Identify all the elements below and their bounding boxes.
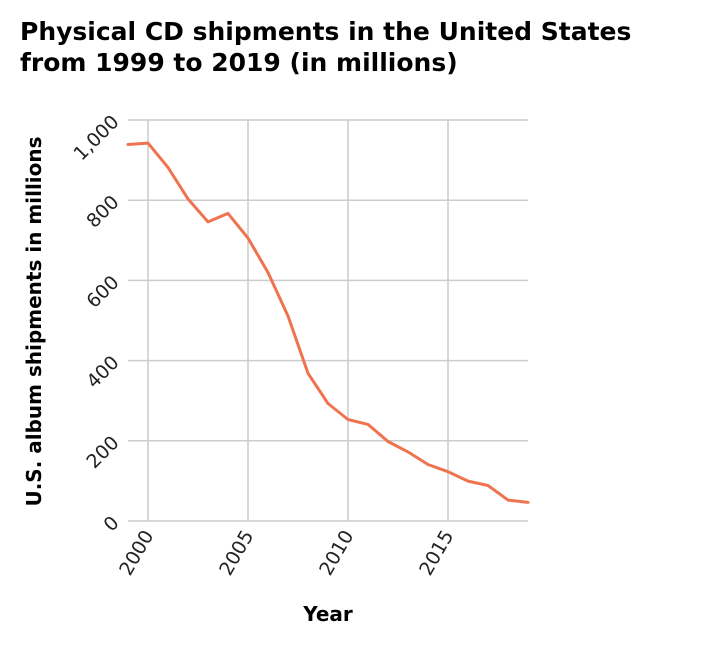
- y-tick-label: 800: [82, 191, 123, 232]
- chart-title-line-2: from 1999 to 2019 (in millions): [20, 48, 458, 77]
- x-axis-title: Year: [302, 602, 353, 626]
- chart-title-line-1: Physical CD shipments in the United Stat…: [20, 17, 632, 46]
- y-axis-title: U.S. album shipments in millions: [22, 136, 46, 506]
- x-tick-label: 2005: [215, 527, 258, 580]
- y-tick-label: 200: [82, 432, 123, 473]
- y-tick-label: 1,000: [70, 111, 124, 165]
- chart-title: Physical CD shipments in the United Stat…: [20, 16, 720, 78]
- series-line: [126, 141, 530, 504]
- y-tick-label: 400: [82, 352, 123, 393]
- plot-area: 0 200 400 600 800 1,000 2000 2005 2010 2015: [70, 111, 530, 580]
- x-tick-label: 2010: [315, 527, 358, 580]
- x-tick-label: 2000: [115, 527, 158, 580]
- y-tick-label: 0: [99, 512, 123, 536]
- y-tick-label: 600: [82, 271, 123, 312]
- x-tick-label: 2015: [415, 527, 458, 580]
